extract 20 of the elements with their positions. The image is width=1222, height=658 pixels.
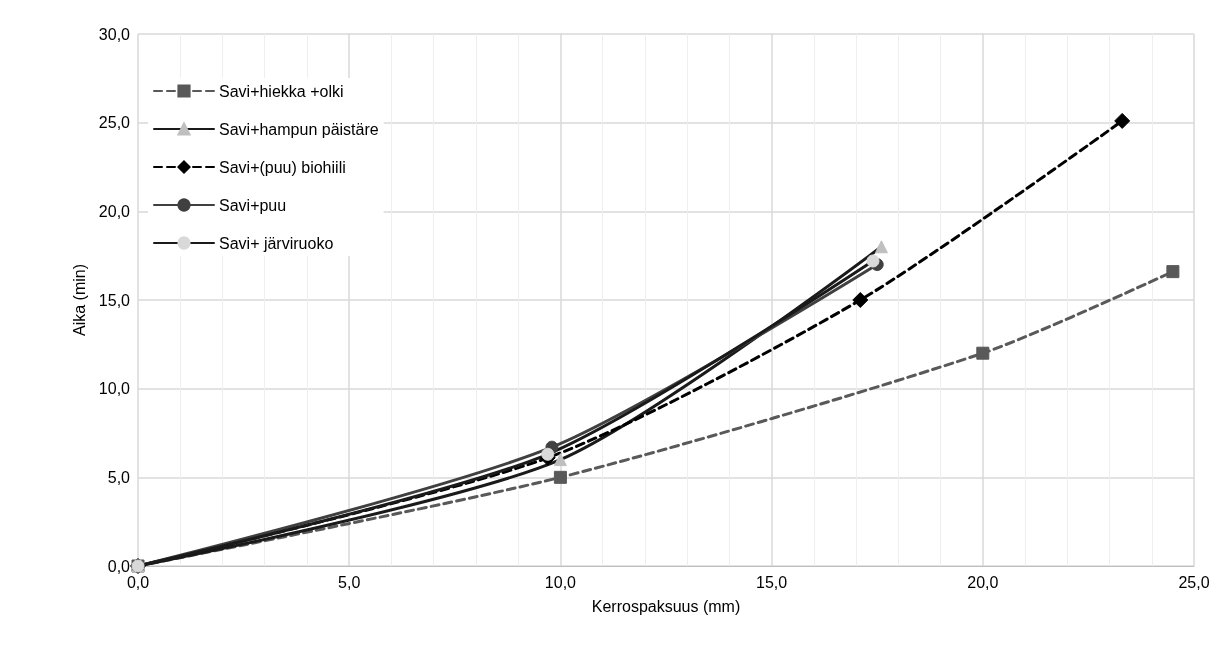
y-tick-label: 10,0 [98, 380, 131, 398]
y-tick-label: 25,0 [98, 114, 131, 132]
legend-label: Savi+hampun päistäre [219, 120, 379, 138]
x-tick-label: 20,0 [967, 573, 999, 591]
y-axis-title: Aika (min) [71, 263, 89, 337]
legend-label: Savi+ järviruoko [219, 234, 334, 252]
y-tick-label: 15,0 [98, 291, 131, 309]
y-tick-label: 20,0 [98, 202, 131, 220]
x-axis-title: Kerrospaksuus (mm) [591, 597, 741, 615]
x-tick-label: 25,0 [1178, 573, 1210, 591]
x-tick-label: 0,0 [126, 573, 150, 591]
x-tick-label: 15,0 [756, 573, 788, 591]
legend-label: Savi+puu [219, 196, 287, 214]
y-tick-label: 0,0 [107, 557, 131, 575]
x-tick-label: 10,0 [544, 573, 577, 591]
legend-label: Savi+hiekka +olki [219, 82, 344, 100]
y-tick-label: 5,0 [107, 468, 131, 486]
legend-label: Savi+(puu) biohiili [219, 158, 346, 176]
y-tick-label: 30,0 [98, 25, 131, 43]
x-tick-label: 5,0 [338, 573, 361, 591]
